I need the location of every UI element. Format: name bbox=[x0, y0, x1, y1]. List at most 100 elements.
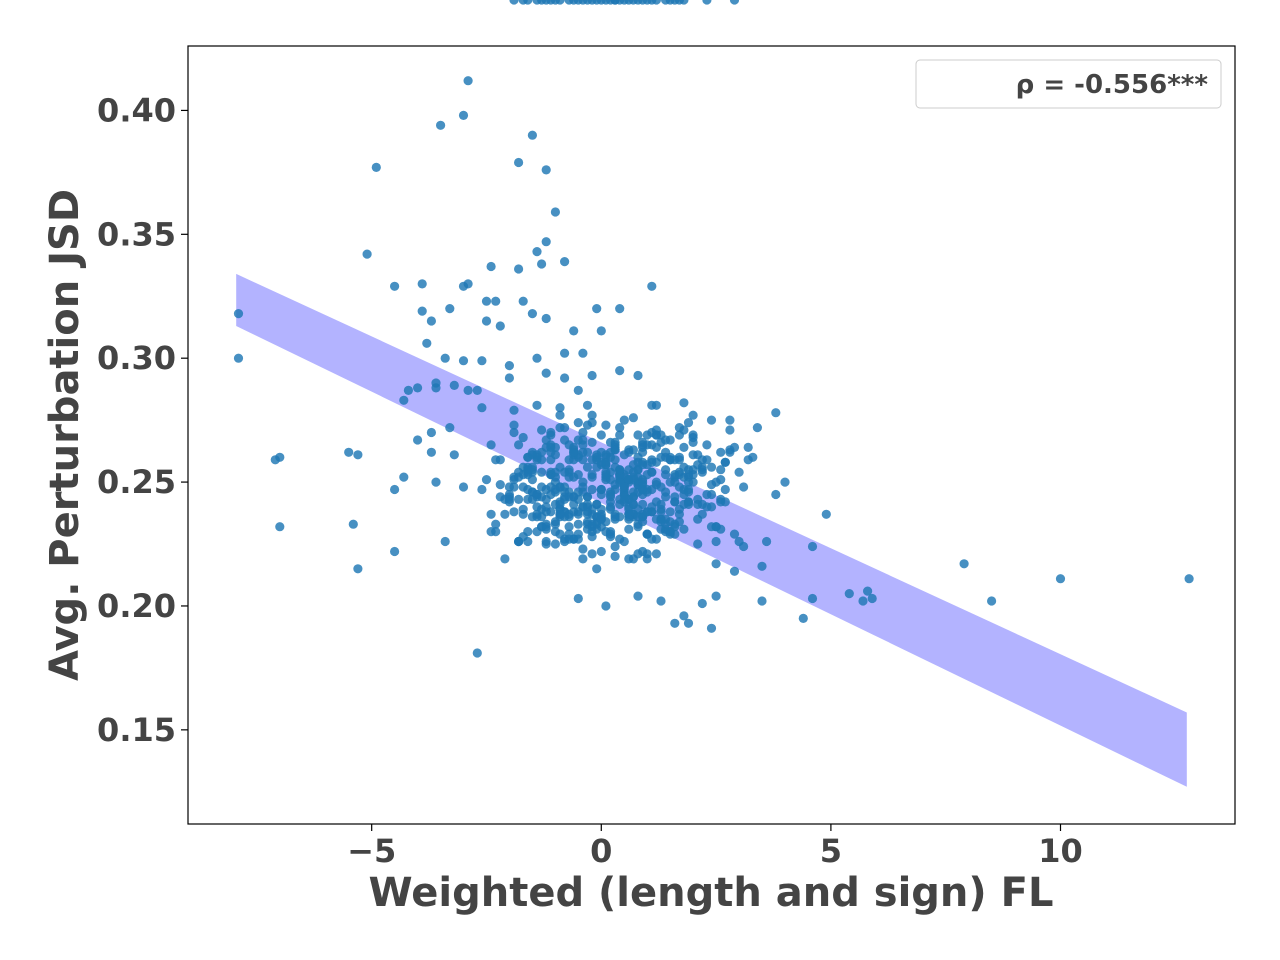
data-point bbox=[615, 423, 625, 433]
data-point bbox=[651, 430, 662, 440]
data-point bbox=[711, 536, 721, 547]
data-point bbox=[734, 467, 744, 477]
data-point bbox=[661, 0, 671, 5]
data-point bbox=[679, 442, 689, 452]
data-point bbox=[509, 405, 519, 415]
data-point bbox=[458, 110, 469, 120]
data-point bbox=[716, 494, 726, 504]
data-point bbox=[615, 366, 625, 376]
data-point bbox=[431, 383, 441, 393]
x-axis-ticks: −5 0 5 10 bbox=[347, 824, 1083, 870]
scatter-points-layer bbox=[233, 0, 1194, 658]
data-point bbox=[546, 0, 556, 5]
data-point bbox=[858, 596, 868, 606]
data-point bbox=[706, 415, 717, 425]
data-point bbox=[670, 497, 680, 507]
data-point bbox=[560, 348, 570, 358]
data-point bbox=[518, 504, 528, 514]
data-point bbox=[527, 130, 538, 140]
data-point bbox=[504, 497, 514, 507]
data-point bbox=[1055, 574, 1066, 584]
plot-frame bbox=[187, 45, 1236, 825]
data-point bbox=[683, 618, 694, 628]
data-point bbox=[523, 452, 533, 462]
data-point bbox=[638, 460, 648, 470]
data-point bbox=[619, 482, 629, 492]
data-point bbox=[619, 415, 629, 425]
data-point bbox=[716, 465, 726, 475]
data-point bbox=[527, 512, 538, 522]
data-point bbox=[445, 304, 455, 314]
data-point bbox=[573, 593, 583, 604]
data-point bbox=[725, 425, 735, 435]
data-point bbox=[573, 418, 583, 428]
data-point bbox=[578, 487, 588, 497]
data-point bbox=[624, 514, 634, 524]
data-point bbox=[587, 370, 597, 381]
data-point bbox=[647, 281, 657, 291]
y-tick-label: 0.25 bbox=[97, 463, 176, 501]
data-point bbox=[610, 512, 620, 522]
data-point bbox=[426, 316, 436, 326]
data-point bbox=[605, 489, 616, 500]
data-point bbox=[633, 519, 643, 529]
data-point bbox=[348, 519, 358, 529]
data-point bbox=[518, 482, 528, 492]
data-point bbox=[610, 551, 620, 562]
data-point bbox=[555, 403, 565, 413]
data-point bbox=[560, 494, 570, 504]
data-point bbox=[491, 455, 501, 465]
data-point bbox=[449, 380, 459, 390]
data-point bbox=[697, 467, 707, 477]
data-point bbox=[362, 249, 372, 259]
data-point bbox=[541, 237, 551, 247]
data-point bbox=[596, 514, 606, 524]
data-point bbox=[674, 470, 685, 480]
data-point bbox=[633, 430, 643, 440]
data-point bbox=[716, 475, 726, 485]
data-point bbox=[587, 437, 597, 447]
data-point bbox=[683, 418, 694, 428]
data-point bbox=[771, 408, 781, 418]
data-point bbox=[1184, 574, 1194, 584]
data-point bbox=[587, 549, 597, 559]
data-point bbox=[486, 261, 496, 272]
data-point bbox=[656, 452, 666, 462]
data-point bbox=[679, 489, 689, 500]
data-point bbox=[729, 442, 740, 452]
data-point bbox=[693, 494, 703, 504]
data-point bbox=[532, 0, 542, 5]
data-point bbox=[390, 484, 400, 495]
data-point bbox=[587, 484, 597, 495]
x-tick-label: 5 bbox=[820, 832, 842, 870]
data-point bbox=[743, 442, 753, 452]
data-point bbox=[739, 541, 749, 552]
data-point bbox=[592, 564, 602, 574]
data-point bbox=[711, 559, 721, 569]
data-point bbox=[633, 370, 643, 381]
data-point bbox=[532, 502, 542, 512]
data-point bbox=[615, 465, 625, 475]
data-point bbox=[481, 475, 492, 485]
y-tick-label: 0.15 bbox=[97, 711, 176, 749]
data-point bbox=[537, 425, 547, 435]
data-point bbox=[674, 509, 685, 519]
data-point bbox=[757, 561, 767, 571]
data-point bbox=[587, 509, 597, 519]
data-point bbox=[532, 247, 542, 257]
data-point bbox=[702, 440, 712, 450]
data-point bbox=[569, 326, 579, 336]
data-point bbox=[688, 437, 698, 447]
data-point bbox=[702, 489, 712, 500]
data-point bbox=[706, 522, 717, 532]
data-point bbox=[436, 120, 446, 130]
data-point bbox=[486, 527, 496, 537]
data-point bbox=[541, 435, 551, 445]
data-point bbox=[390, 546, 400, 557]
data-point bbox=[706, 623, 717, 633]
data-point bbox=[665, 507, 675, 517]
data-point bbox=[458, 281, 469, 291]
data-point bbox=[716, 447, 726, 457]
data-point bbox=[596, 484, 606, 495]
data-point bbox=[651, 480, 662, 490]
